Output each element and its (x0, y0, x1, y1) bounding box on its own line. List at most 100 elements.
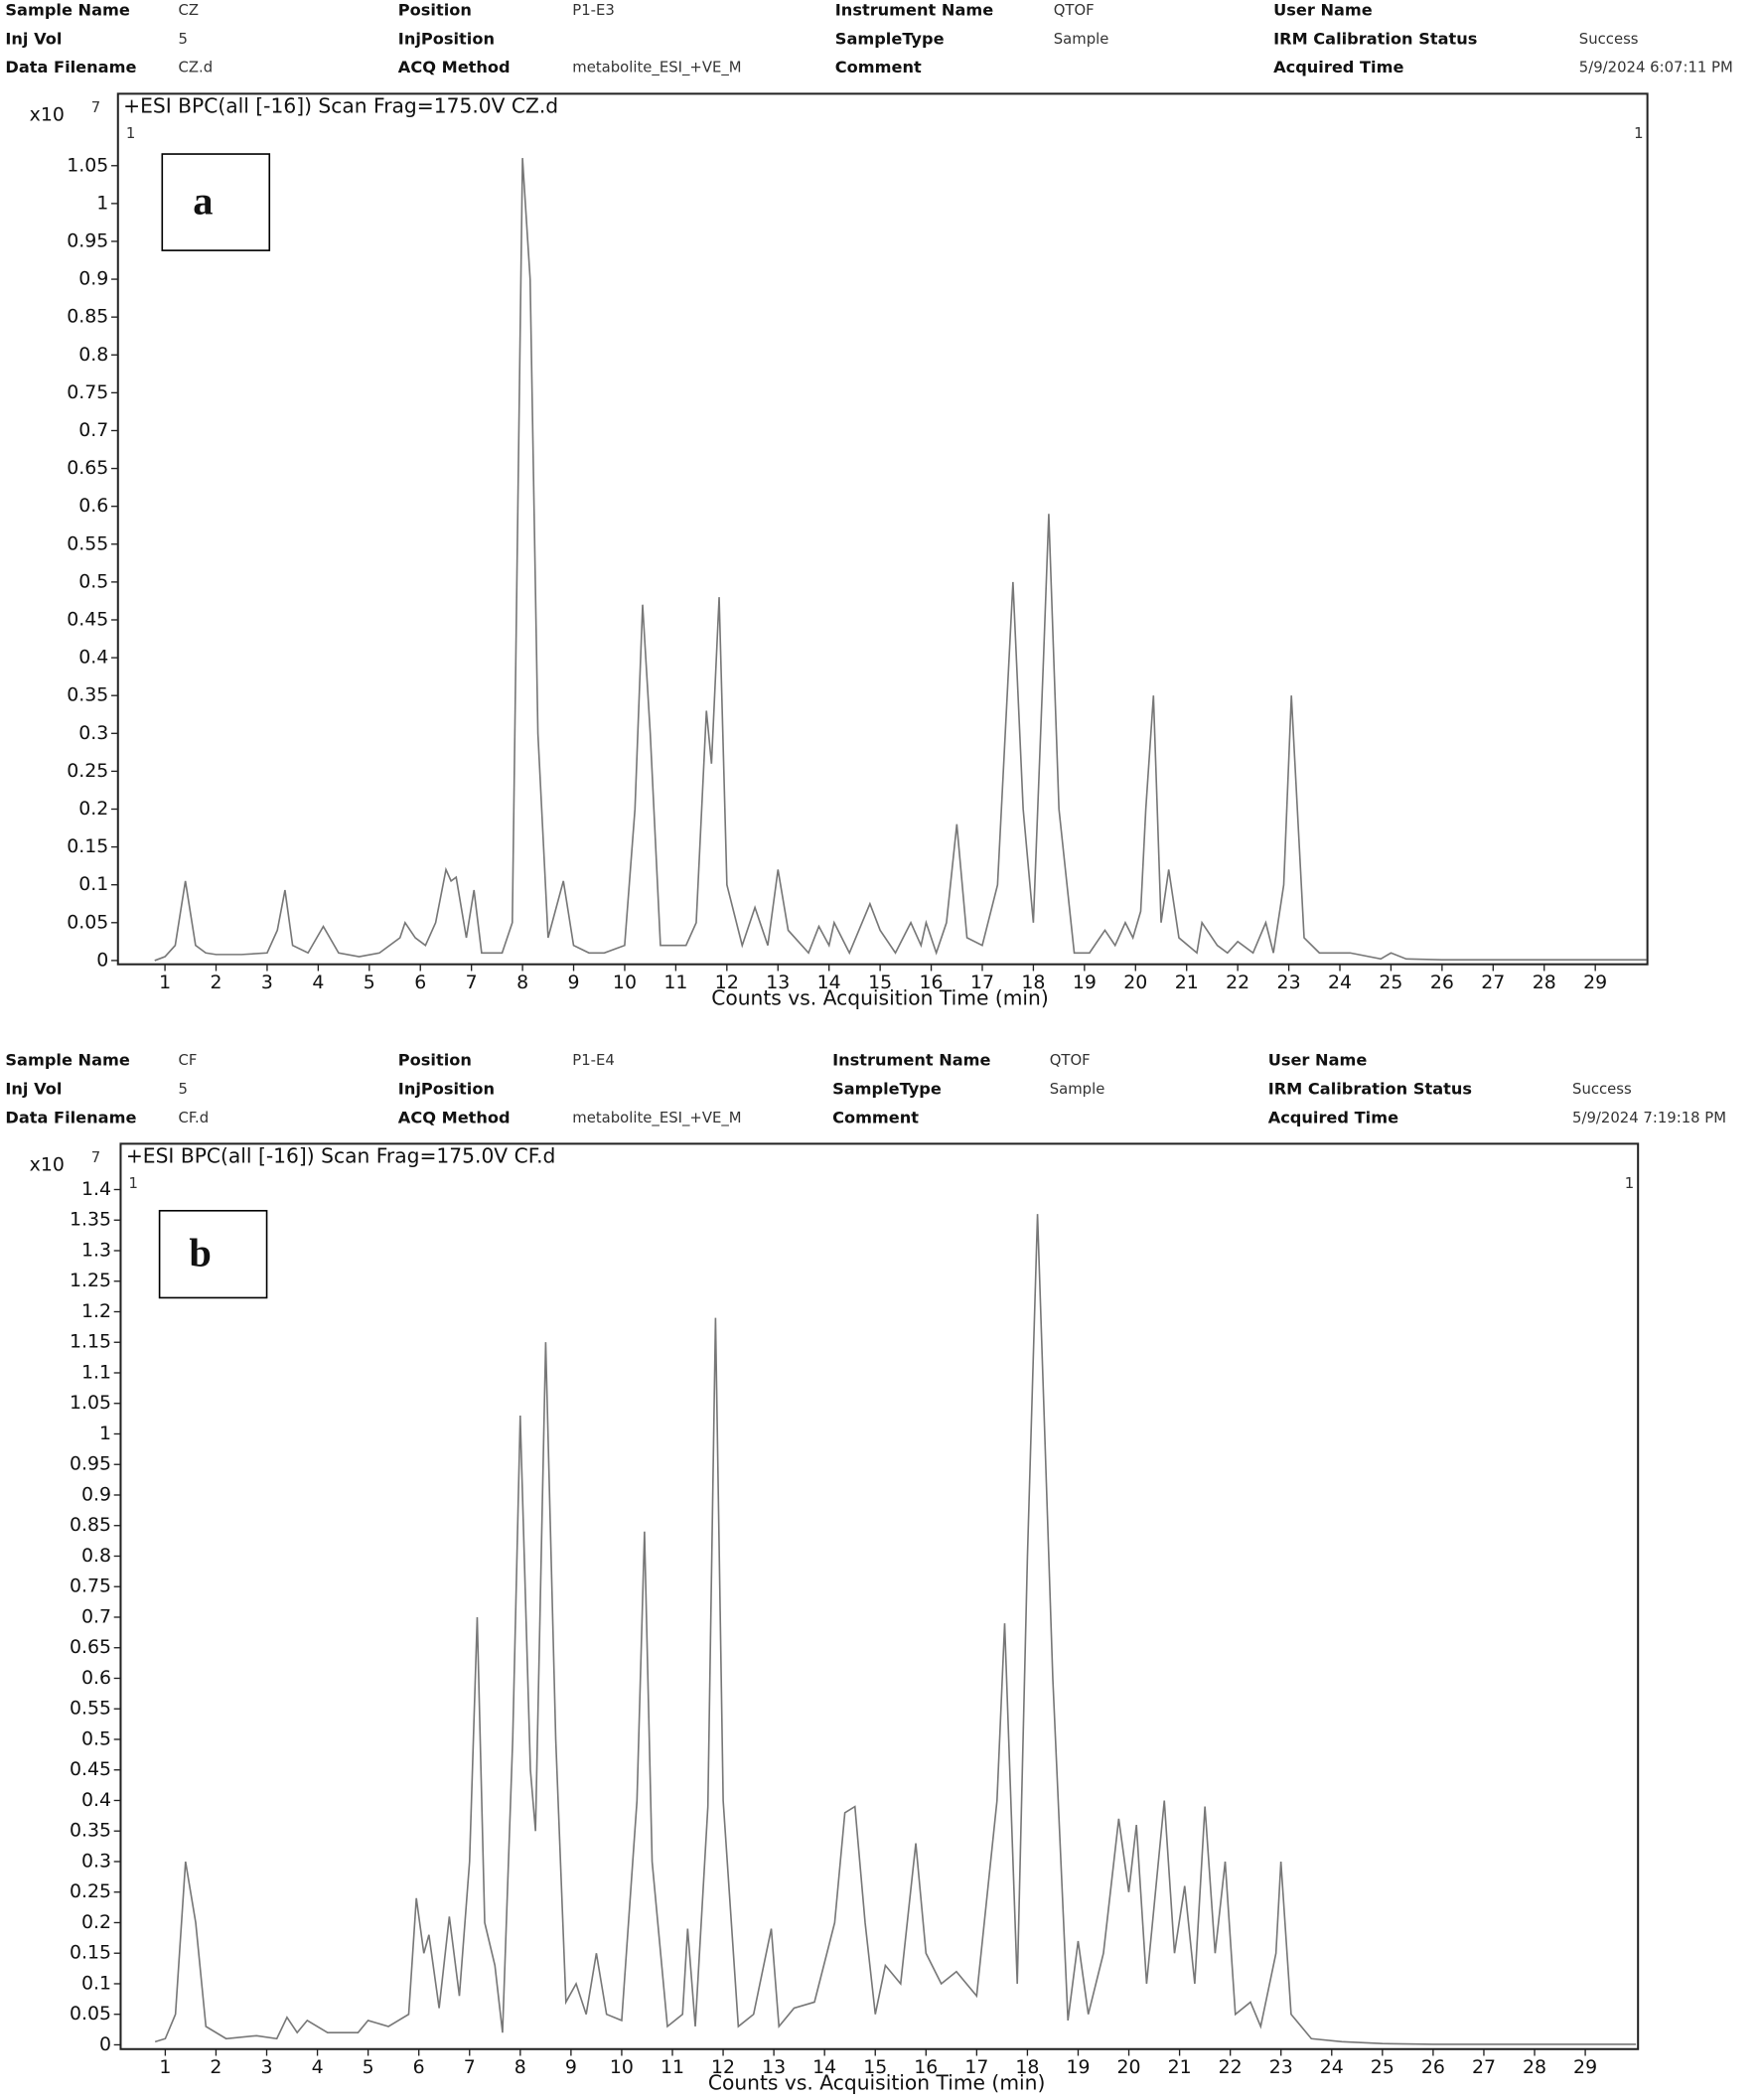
y-tick-label: 0.2 (81, 1911, 111, 1933)
x-axis-title: Counts vs. Acquisition Time (min) (711, 985, 1049, 1009)
info-label: User Name (1273, 0, 1373, 19)
y-tick-label: 0.45 (70, 1758, 111, 1780)
info-value: Sample (1050, 1081, 1105, 1098)
info-label: ACQ Method (398, 58, 511, 76)
info-label: SampleType (832, 1079, 942, 1098)
info-label: User Name (1268, 1050, 1368, 1069)
info-value: CF.d (178, 1110, 209, 1126)
x-tick-label: 21 (1175, 972, 1199, 993)
x-tick-label: 5 (363, 2056, 374, 2078)
chart-title: +ESI BPC(all [-16]) Scan Frag=175.0V CF.… (126, 1143, 556, 1167)
x-tick-label: 7 (466, 972, 478, 993)
info-label: Position (398, 0, 472, 19)
x-tick-label: 24 (1328, 972, 1352, 993)
y-tick-label: 0.55 (70, 1698, 111, 1720)
x-tick-label: 8 (514, 2056, 526, 2078)
info-label: Data Filename (5, 1108, 136, 1126)
info-value: 5 (178, 31, 187, 48)
y-tick-label: 0.3 (78, 722, 108, 744)
x-tick-label: 8 (516, 972, 528, 993)
info-label: Inj Vol (5, 1079, 62, 1098)
x-tick-label: 10 (610, 2056, 634, 2078)
y-tick-label: 0.15 (67, 835, 108, 857)
info-label: Acquired Time (1273, 58, 1403, 76)
y-tick-label: 0.45 (67, 608, 108, 630)
x-tick-label: 4 (312, 972, 324, 993)
x-tick-label: 10 (613, 972, 637, 993)
y-tick-label: 0.65 (67, 457, 108, 479)
info-label: Position (398, 1050, 472, 1069)
info-value: CZ (178, 2, 199, 19)
x-tick-label: 11 (660, 2056, 684, 2078)
x-tick-label: 16 (914, 2056, 938, 2078)
x-tick-label: 1 (159, 972, 171, 993)
y-tick-label: 0.85 (67, 306, 108, 328)
x-tick-label: 11 (663, 972, 687, 993)
info-label: Acquired Time (1268, 1108, 1398, 1126)
y-tick-label: 0.15 (70, 1942, 111, 1964)
info-label: Sample Name (5, 0, 129, 19)
y-tick-label: 0.6 (81, 1667, 111, 1689)
x-tick-label: 14 (817, 972, 841, 993)
y-scale-label: x10 (30, 1153, 65, 1175)
x-tick-label: 12 (711, 2056, 735, 2078)
y-tick-label: 1.25 (70, 1270, 111, 1291)
y-tick-label: 0.1 (78, 873, 108, 895)
x-tick-label: 19 (1066, 2056, 1090, 2078)
x-tick-label: 4 (312, 2056, 324, 2078)
x-tick-label: 20 (1117, 2056, 1141, 2078)
y-tick-label: 1.05 (70, 1392, 111, 1414)
y-tick-label: 0 (99, 2033, 111, 2055)
info-label: Comment (835, 58, 922, 76)
y-tick-label: 0.95 (70, 1453, 111, 1475)
y-tick-label: 0.35 (70, 1820, 111, 1842)
x-axis-title: Counts vs. Acquisition Time (min) (708, 2070, 1046, 2094)
y-tick-label: 0.25 (67, 760, 108, 782)
info-value: CF (178, 1052, 197, 1069)
x-tick-label: 18 (1015, 2056, 1039, 2078)
info-value: Sample (1054, 31, 1109, 48)
info-value: QTOF (1054, 2, 1095, 19)
y-scale-exp: 7 (91, 99, 100, 116)
panel-box (161, 153, 271, 251)
x-tick-label: 15 (863, 2056, 887, 2078)
x-tick-label: 18 (1021, 972, 1045, 993)
y-tick-label: 1.1 (81, 1361, 111, 1383)
x-tick-label: 5 (364, 972, 375, 993)
x-tick-label: 16 (920, 972, 944, 993)
info-value: CZ.d (178, 60, 213, 76)
info-value: metabolite_ESI_+VE_M (572, 60, 741, 76)
x-tick-label: 25 (1379, 972, 1402, 993)
y-tick-label: 0.55 (67, 532, 108, 554)
y-tick-label: 1.05 (67, 154, 108, 176)
info-label: Inj Vol (5, 29, 62, 48)
chart-title: +ESI BPC(all [-16]) Scan Frag=175.0V CZ.… (123, 93, 558, 117)
y-tick-label: 0.95 (67, 229, 108, 251)
x-tick-label: 27 (1481, 972, 1505, 993)
x-tick-label: 29 (1573, 2056, 1597, 2078)
panel-label: a (193, 179, 213, 224)
x-tick-label: 20 (1123, 972, 1147, 993)
x-tick-label: 17 (970, 972, 994, 993)
info-label: IRM Calibration Status (1273, 29, 1477, 48)
y-tick-label: 0.7 (78, 419, 108, 441)
y-tick-label: 0.8 (78, 344, 108, 366)
panel-label: b (189, 1231, 212, 1275)
x-tick-label: 9 (568, 972, 580, 993)
x-tick-label: 23 (1269, 2056, 1293, 2078)
x-tick-label: 26 (1421, 2056, 1445, 2078)
y-tick-label: 1.2 (81, 1300, 111, 1322)
x-tick-label: 3 (261, 972, 273, 993)
x-tick-label: 14 (812, 2056, 836, 2078)
y-tick-label: 1.3 (81, 1240, 111, 1262)
info-label: InjPosition (398, 1079, 495, 1098)
info-label: Instrument Name (832, 1050, 990, 1069)
plot-frame (119, 1142, 1640, 2050)
y-tick-label: 0.05 (67, 911, 108, 933)
info-value: QTOF (1050, 1052, 1091, 1069)
info-value: 5/9/2024 6:07:11 PM (1579, 60, 1733, 76)
x-tick-label: 28 (1523, 2056, 1546, 2078)
y-tick-label: 0.4 (78, 647, 108, 669)
x-tick-label: 6 (413, 2056, 425, 2078)
